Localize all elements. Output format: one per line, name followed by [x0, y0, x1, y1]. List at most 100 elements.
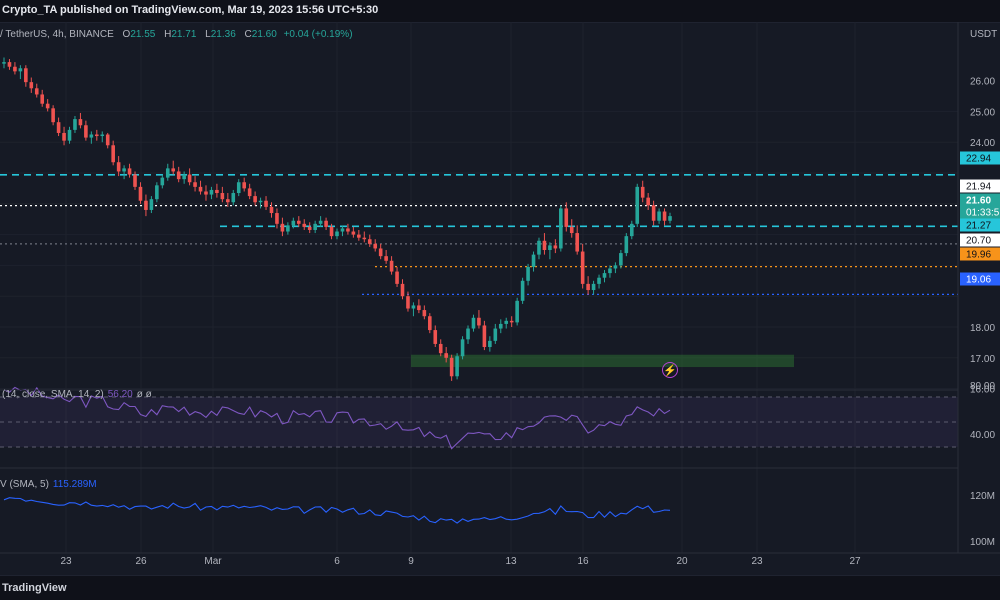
candle-body: [635, 186, 640, 224]
candle-body: [18, 68, 23, 72]
candle-body: [13, 66, 17, 72]
rsi-legend[interactable]: (14, close, SMA, 14, 2) 56.20 ø ø: [2, 389, 152, 400]
candle-body: [657, 211, 661, 221]
price-badge: [960, 218, 1000, 232]
candle-body: [67, 129, 72, 141]
candle-body: [498, 323, 503, 329]
candle-body: [149, 199, 154, 210]
price-badge-label: 22.94: [966, 154, 991, 165]
candle-body: [7, 62, 12, 67]
price-badge: [960, 233, 1000, 247]
candle-body: [569, 226, 574, 234]
time-tick-label: 6: [334, 556, 340, 567]
legend-open-label: O: [122, 29, 131, 40]
rsi-pane: [0, 386, 958, 450]
candle-body: [51, 108, 55, 123]
time-tick-label: 16: [577, 556, 589, 567]
candle-body: [629, 223, 634, 237]
candle-body: [296, 220, 301, 224]
candle-body: [504, 320, 509, 324]
volume-value: 115.289M: [52, 479, 97, 490]
price-badge-label: 21.60: [966, 196, 991, 207]
candle-body: [357, 234, 361, 238]
legend-close-value: 21.60: [251, 29, 277, 40]
rsi-value: 56.20: [107, 389, 133, 400]
candle-body: [280, 223, 285, 232]
candle-body: [466, 328, 470, 340]
candle-body: [215, 189, 219, 194]
candle-body: [346, 228, 350, 232]
candle-body: [220, 193, 225, 200]
rsi-tick-label: 40.00: [970, 430, 995, 441]
candle-body: [542, 240, 547, 250]
candle-body: [78, 119, 83, 126]
price-badge-label: 20.70: [966, 236, 991, 247]
candle-body: [640, 186, 645, 198]
candle-body: [29, 82, 34, 89]
candle-body: [548, 245, 552, 250]
candle-body: [100, 134, 105, 137]
footer-bar: TradingView: [0, 575, 1000, 600]
candle-body: [668, 216, 672, 221]
candlestick-series: [2, 57, 672, 381]
candle-body: [45, 103, 50, 109]
candle-body: [40, 94, 45, 104]
publish-info: Crypto_TA published on TradingView.com, …: [2, 4, 379, 16]
candle-body: [362, 237, 367, 240]
time-axis[interactable]: 23 26 Mar 6 9 13 16 20 23 27: [60, 556, 861, 567]
candle-body: [613, 265, 618, 269]
candle-body: [591, 283, 596, 291]
candle-body: [253, 196, 257, 203]
candle-body: [471, 317, 476, 329]
candle-body: [433, 330, 438, 344]
candle-body: [160, 177, 165, 186]
flash-icon[interactable]: ⚡: [662, 362, 678, 378]
price-badge-label: 21.94: [966, 182, 991, 193]
candle-body: [247, 188, 252, 197]
candle-body: [553, 245, 558, 249]
candle-body: [187, 174, 192, 183]
candle-body: [460, 339, 465, 357]
candle-body: [84, 125, 88, 138]
candle-body: [62, 132, 66, 141]
volume-legend[interactable]: V (SMA, 5) 115.289M: [0, 479, 97, 490]
candle-body: [275, 213, 279, 224]
candle-body: [73, 119, 77, 130]
price-badge-label: 21.27: [966, 221, 991, 232]
candle-body: [122, 168, 126, 172]
price-badge: [960, 193, 1000, 207]
candle-body: [389, 260, 394, 272]
candle-body: [564, 208, 569, 227]
candle-body: [602, 273, 607, 278]
legend-change: +0.04 (+0.19%): [283, 29, 353, 40]
candle-body: [509, 320, 514, 323]
candle-body: [515, 300, 519, 323]
candle-body: [400, 283, 405, 297]
candle-body: [24, 68, 28, 83]
publish-bar: Crypto_TA published on TradingView.com, …: [0, 0, 1000, 23]
time-tick-label: 23: [751, 556, 763, 567]
candle-body: [580, 251, 585, 284]
time-tick-label: 26: [135, 556, 147, 567]
candle-body: [417, 305, 421, 311]
candle-body: [438, 343, 443, 354]
volume-params: V (SMA, 5): [0, 479, 49, 490]
candle-body: [193, 182, 197, 187]
candle-body: [378, 248, 383, 257]
volume-sma-line: [3, 497, 671, 524]
candle-body: [406, 296, 410, 309]
candle-body: [662, 211, 667, 221]
candle-body: [477, 317, 481, 326]
demand-zone-rectangle[interactable]: [411, 354, 794, 368]
symbol-legend: / TetherUS, 4h, BINANCE O21.55 H21.71 L2…: [0, 29, 353, 40]
candle-body: [608, 268, 612, 274]
price-badge: [960, 247, 1000, 261]
price-tick-label: 16.00: [970, 385, 995, 396]
candle-body: [520, 280, 525, 301]
legend-high-label: H: [164, 29, 172, 40]
candle-body: [236, 182, 241, 194]
